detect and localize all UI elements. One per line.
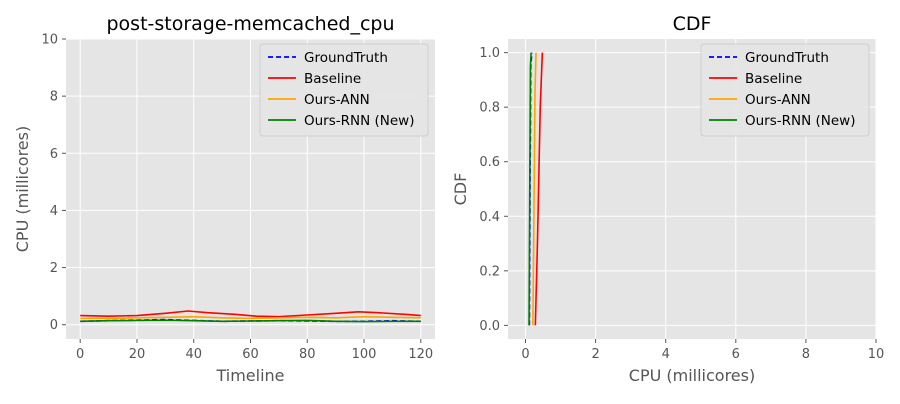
legend: GroundTruth Baseline Ours-ANN Ours-RNN (New… [700, 43, 870, 137]
chart-timeline: 0 20 40 60 80 100 120 0 2 4 6 8 10 post-storage-memca… [13, 13, 435, 385]
x-tick-label: 60 [242, 347, 259, 362]
series-line-ours-ann [532, 52, 537, 326]
y-tick-label: 0.0 [479, 319, 500, 334]
y-tick-label: 0 [50, 318, 58, 333]
series-line-ours-rnn-new [80, 319, 421, 323]
y-tick-label: 0.4 [479, 210, 500, 225]
legend-label: GroundTruth [304, 50, 388, 66]
legend-label: Baseline [745, 71, 802, 87]
legend-label: Ours-ANN [304, 92, 370, 108]
legend: GroundTruth Baseline Ours-ANN Ours-RNN (New… [259, 43, 429, 137]
y-tick-label: 4 [50, 204, 58, 219]
x-tick-label: 20 [129, 347, 146, 362]
legend-label: Ours-ANN [745, 92, 811, 108]
y-tick-label: 0.8 [479, 101, 500, 116]
legend-label: Baseline [304, 71, 361, 87]
series-line-baseline [80, 310, 421, 318]
y-tick-label: 1.0 [479, 46, 500, 61]
chart-cdf: 0 2 4 6 8 10 0.0 0.2 0.4 0.6 0.8 1.0 CDF CPU (millico… [451, 13, 884, 385]
y-tick-label: 6 [50, 147, 58, 162]
series-line-ours-rnn-new [528, 52, 532, 326]
x-axis-label: Timeline [215, 366, 284, 385]
x-tick-label: 4 [662, 347, 670, 362]
y-tick-label: 0.6 [479, 155, 500, 170]
y-axis-label: CPU (millicores) [13, 126, 32, 252]
y-axis-label: CDF [451, 173, 470, 206]
legend-label: Ours-RNN (New) [745, 113, 856, 129]
x-tick-label: 10 [868, 347, 885, 362]
x-tick-label: 100 [352, 347, 377, 362]
x-tick-label: 120 [408, 347, 433, 362]
chart-title: CDF [673, 13, 712, 35]
y-tick-label: 10 [41, 33, 58, 48]
y-tick-label: 2 [50, 261, 58, 276]
x-tick-label: 0 [76, 347, 84, 362]
y-tick-label: 8 [50, 90, 58, 105]
series-line-baseline [534, 52, 544, 326]
x-axis-label: CPU (millicores) [629, 366, 755, 385]
legend-box [259, 43, 429, 137]
x-tick-label: 2 [591, 347, 599, 362]
series-line-ours-ann [80, 315, 421, 320]
x-tick-label: 80 [299, 347, 316, 362]
x-tick-label: 0 [521, 347, 529, 362]
x-tick-label: 40 [185, 347, 202, 362]
x-tick-label: 6 [732, 347, 740, 362]
y-tick-label: 0.2 [479, 264, 500, 279]
legend-box [700, 43, 870, 137]
legend-label: Ours-RNN (New) [304, 113, 415, 129]
x-tick-label: 8 [802, 347, 810, 362]
legend-label: GroundTruth [745, 50, 829, 66]
chart-title: post-storage-memcached_cpu [106, 13, 394, 35]
